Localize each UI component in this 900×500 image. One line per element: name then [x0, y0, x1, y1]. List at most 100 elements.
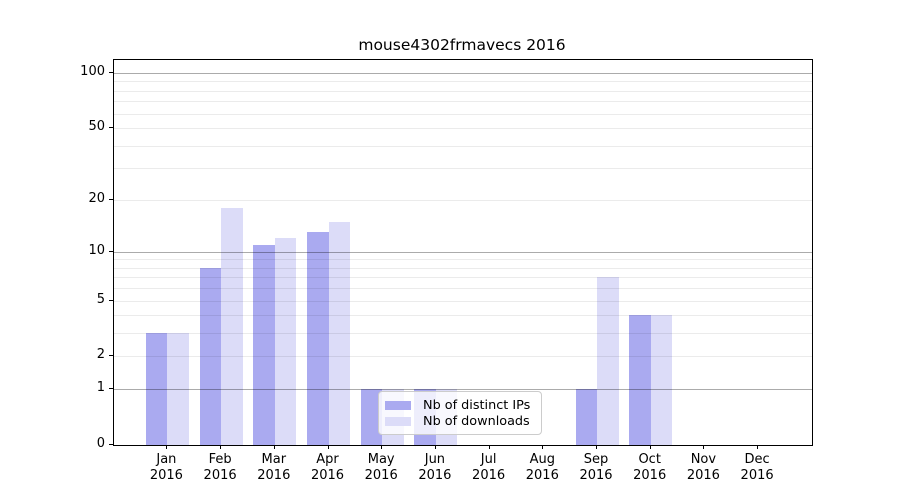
- y-tick-label-100: 100: [80, 64, 105, 79]
- x-tick-month: Feb: [208, 452, 232, 467]
- x-tick-month: Apr: [316, 452, 339, 467]
- bar-nb-of-downloads-apr: [328, 221, 350, 445]
- x-tick-year: 2016: [364, 468, 398, 483]
- bar-nb-of-downloads-sep: [597, 277, 619, 445]
- x-tick-year: 2016: [418, 468, 452, 483]
- x-tick-month: Dec: [744, 452, 770, 467]
- x-tick-month: May: [367, 452, 395, 467]
- x-tick-month: Oct: [638, 452, 661, 467]
- bar-nb-of-distinct-ips-feb: [199, 267, 222, 445]
- x-tick-year: 2016: [579, 468, 613, 483]
- gridline-y-70: [114, 101, 812, 103]
- gridline-y-5: [114, 300, 812, 302]
- x-tick-label-apr: Apr 2016: [298, 452, 358, 484]
- bar-nb-of-downloads-oct: [650, 315, 673, 445]
- legend-label: Nb of distinct IPs: [423, 397, 531, 413]
- legend-label: Nb of downloads: [423, 413, 530, 429]
- x-tick-mark-nov: [703, 445, 705, 449]
- bar-nb-of-downloads-feb: [221, 207, 243, 445]
- x-tick-mark-jul: [488, 445, 490, 449]
- gridline-y-6: [114, 288, 812, 290]
- x-tick-month: Jul: [480, 452, 497, 467]
- bar-nb-of-distinct-ips-jan: [145, 333, 168, 445]
- gridline-y-20: [114, 199, 812, 201]
- x-tick-month: Mar: [261, 452, 287, 467]
- y-tick-mark: [109, 250, 113, 252]
- bar-nb-of-distinct-ips-oct: [629, 315, 651, 445]
- x-tick-year: 2016: [472, 468, 506, 483]
- x-tick-mark-mar: [273, 445, 275, 449]
- y-tick-label-1: 1: [96, 380, 105, 396]
- gridline-y-9: [114, 259, 812, 261]
- x-tick-year: 2016: [257, 468, 291, 483]
- gridline-y-30: [114, 168, 812, 170]
- y-tick-mark: [109, 127, 113, 129]
- gridline-y-3: [114, 333, 812, 335]
- y-tick-mark: [109, 299, 113, 301]
- x-tick-year: 2016: [310, 468, 345, 483]
- x-tick-label-mar: Mar 2016: [244, 452, 304, 484]
- x-tick-label-feb: Feb 2016: [190, 452, 250, 484]
- x-tick-mark-oct: [649, 445, 651, 449]
- x-tick-month: Sep: [583, 452, 609, 467]
- x-tick-year: 2016: [149, 468, 183, 483]
- gridline-y-50: [114, 128, 812, 130]
- x-tick-label-jun: Jun 2016: [405, 452, 465, 484]
- bar-nb-of-distinct-ips-sep: [575, 389, 597, 445]
- y-tick-label-10: 10: [88, 242, 105, 258]
- gridline-y-2: [114, 356, 812, 358]
- y-tick-label-50: 50: [88, 119, 105, 135]
- x-tick-mark-may: [381, 445, 383, 449]
- gridline-y-90: [114, 81, 812, 83]
- y-tick-mark: [109, 72, 113, 73]
- x-tick-year: 2016: [525, 468, 559, 483]
- legend: Nb of distinct IPs Nb of downloads: [378, 391, 542, 435]
- legend-item-nb-of-downloads: Nb of downloads: [385, 413, 534, 429]
- gridline-y-1: [114, 389, 812, 391]
- x-tick-mark-jun: [434, 445, 436, 449]
- x-tick-label-oct: Oct 2016: [620, 452, 680, 484]
- legend-swatch-nb-of-downloads: [385, 416, 411, 426]
- x-tick-label-may: May 2016: [351, 452, 411, 484]
- chart-title: mouse4302frmavecs 2016: [358, 36, 566, 54]
- x-tick-month: Jan: [156, 452, 177, 467]
- x-tick-month: Jun: [424, 452, 446, 467]
- x-tick-label-jan: Jan 2016: [136, 452, 196, 484]
- y-tick-label-0: 0: [96, 436, 105, 451]
- x-tick-year: 2016: [686, 468, 720, 483]
- x-tick-mark-dec: [757, 445, 759, 449]
- bar-nb-of-distinct-ips-mar: [253, 244, 275, 445]
- gridline-y-8: [114, 267, 812, 269]
- gridline-y-60: [114, 113, 812, 115]
- x-tick-mark-sep: [596, 445, 597, 449]
- bar-nb-of-distinct-ips-apr: [307, 232, 329, 445]
- x-tick-label-aug: Aug 2016: [512, 452, 572, 484]
- x-tick-year: 2016: [203, 468, 237, 483]
- gridline-y-40: [114, 145, 812, 147]
- y-tick-label-2: 2: [96, 347, 105, 363]
- y-tick-mark: [109, 355, 113, 357]
- x-tick-label-dec: Dec 2016: [727, 452, 787, 484]
- x-tick-month: Aug: [529, 452, 555, 467]
- gridline-y-80: [114, 90, 812, 92]
- y-tick-mark: [109, 444, 113, 445]
- bar-nb-of-distinct-ips-may: [360, 389, 383, 445]
- bar-nb-of-downloads-mar: [274, 238, 297, 445]
- x-tick-mark-jan: [166, 445, 168, 449]
- gridline-y-10: [114, 251, 812, 253]
- x-tick-mark-aug: [542, 445, 544, 449]
- y-tick-label-20: 20: [88, 190, 105, 206]
- plot-area: [113, 59, 813, 446]
- y-tick-mark: [109, 198, 113, 200]
- gridline-y-100: [114, 73, 812, 74]
- x-tick-year: 2016: [740, 468, 774, 483]
- legend-item-nb-of-distinct-ips: Nb of distinct IPs: [385, 397, 534, 413]
- gridline-y-4: [114, 315, 812, 317]
- legend-swatch-nb-of-distinct-ips: [385, 400, 411, 410]
- x-tick-label-jul: Jul 2016: [459, 452, 519, 484]
- x-tick-year: 2016: [633, 468, 667, 483]
- x-tick-month: Nov: [690, 452, 717, 467]
- y-tick-mark: [109, 388, 113, 390]
- x-tick-mark-feb: [220, 445, 222, 449]
